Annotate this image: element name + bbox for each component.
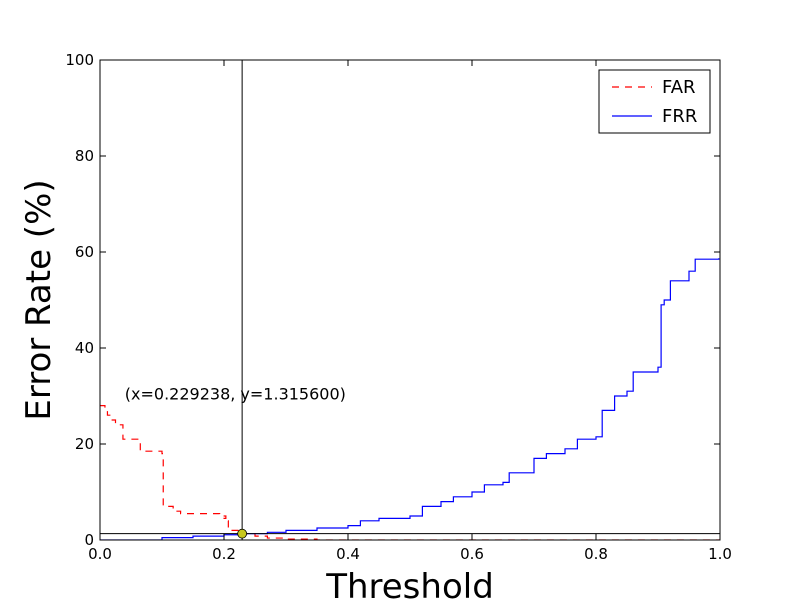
x-axis-title: Threshold bbox=[325, 567, 494, 600]
x-tick-label: 0.2 bbox=[212, 545, 236, 563]
x-tick-label: 0.4 bbox=[336, 545, 360, 563]
y-tick-label: 60 bbox=[75, 243, 94, 261]
y-tick-label: 0 bbox=[84, 531, 94, 549]
series-line-far bbox=[100, 405, 720, 540]
x-tick-label: 0.0 bbox=[88, 545, 112, 563]
y-tick-label: 100 bbox=[65, 51, 94, 69]
eer-marker bbox=[237, 528, 248, 539]
y-tick-label: 20 bbox=[75, 435, 94, 453]
plot-area-frame bbox=[99, 59, 721, 541]
y-tick-label: 40 bbox=[75, 339, 94, 357]
legend-frr-label: FRR bbox=[662, 106, 697, 127]
x-tick-label: 1.0 bbox=[708, 545, 732, 563]
y-tick-label: 80 bbox=[75, 147, 94, 165]
series-line-frr bbox=[100, 258, 720, 540]
x-tick-label: 0.8 bbox=[584, 545, 608, 563]
legend-far-label: FAR bbox=[662, 77, 696, 98]
legend: FAR FRR bbox=[598, 69, 711, 134]
y-axis-title: Error Rate (%) bbox=[19, 179, 59, 420]
x-tick-label: 0.6 bbox=[460, 545, 484, 563]
legend-box bbox=[598, 69, 711, 134]
point-annotation: (x=0.229238, y=1.315600) bbox=[125, 385, 346, 404]
